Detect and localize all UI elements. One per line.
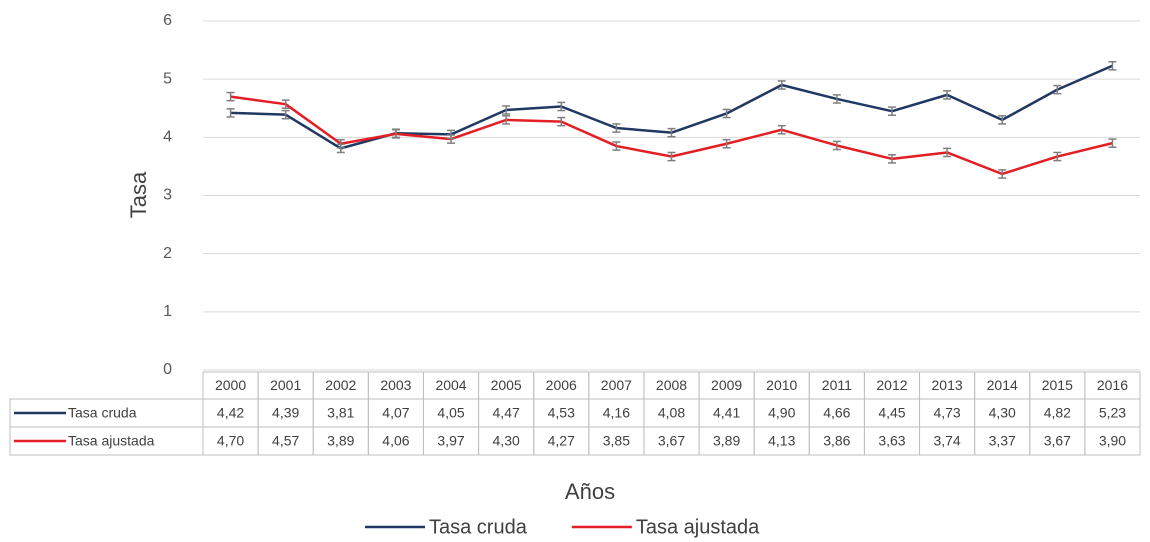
table-value: 4,39 [272, 405, 299, 421]
table-value: 4,16 [603, 405, 630, 421]
error-bar [1053, 151, 1062, 162]
table-value: 3,37 [989, 433, 1016, 449]
x-tick-label: 2008 [656, 377, 687, 393]
error-bar [998, 169, 1007, 179]
x-tick-label: 2003 [380, 377, 411, 393]
table-value: 3,89 [713, 433, 740, 449]
table-value: 4,53 [548, 405, 575, 421]
error-bar [943, 90, 952, 100]
table-value: 4,70 [217, 433, 244, 449]
error-bar [502, 115, 511, 125]
table-row-label: Tasa cruda [68, 405, 137, 421]
table-value: 3,74 [933, 433, 960, 449]
table-value: 4,47 [493, 405, 520, 421]
error-bar [226, 108, 235, 118]
error-bar [887, 154, 896, 164]
error-bar [226, 91, 235, 102]
table-value: 3,81 [327, 405, 354, 421]
y-tick-label: 5 [163, 70, 172, 87]
table-value: 5,23 [1099, 405, 1126, 421]
table-value: 4,07 [382, 405, 409, 421]
table-value: 4,66 [823, 405, 850, 421]
error-bar [336, 138, 345, 149]
error-bar [557, 101, 566, 112]
error-bar [612, 141, 621, 151]
error-bar [447, 134, 456, 144]
y-tick-label: 1 [163, 303, 172, 320]
legend-label: Tasa ajustada [636, 516, 760, 538]
table-value: 4,41 [713, 405, 740, 421]
table-value: 4,27 [548, 433, 575, 449]
table-value: 3,86 [823, 433, 850, 449]
table-value: 4,82 [1044, 405, 1071, 421]
legend-label: Tasa cruda [429, 516, 528, 538]
table-value: 4,08 [658, 405, 685, 421]
table-value: 4,06 [382, 433, 409, 449]
x-tick-label: 2007 [601, 377, 632, 393]
error-bar [612, 123, 621, 133]
x-tick-label: 2001 [270, 377, 301, 393]
x-tick-label: 2013 [932, 377, 963, 393]
x-tick-label: 2006 [546, 377, 577, 393]
table-value: 3,89 [327, 433, 354, 449]
x-axis-title: Años [565, 479, 615, 504]
table-value: 4,45 [878, 405, 905, 421]
table-value: 4,05 [437, 405, 464, 421]
error-bar [557, 116, 566, 127]
error-bar [722, 108, 731, 119]
y-tick-label: 6 [163, 12, 172, 29]
x-tick-label: 2002 [325, 377, 356, 393]
table-value: 4,42 [217, 405, 244, 421]
table-value: 4,57 [272, 433, 299, 449]
table-value: 4,30 [493, 433, 520, 449]
x-tick-label: 2016 [1097, 377, 1128, 393]
table-cell [1084, 426, 1141, 456]
x-tick-label: 2005 [491, 377, 522, 393]
error-bar [281, 109, 290, 120]
table-value: 3,90 [1099, 433, 1126, 449]
error-bar [777, 80, 786, 90]
error-bar [667, 151, 676, 162]
y-tick-label: 2 [163, 245, 172, 262]
error-bar [1053, 84, 1062, 95]
x-tick-label: 2012 [876, 377, 907, 393]
table-value: 3,67 [658, 433, 685, 449]
x-tick-label: 2014 [987, 377, 1018, 393]
table-value: 3,85 [603, 433, 630, 449]
x-tick-label: 2000 [215, 377, 246, 393]
error-bar [998, 115, 1007, 125]
error-bar [722, 138, 731, 149]
y-tick-label: 0 [163, 361, 172, 378]
x-tick-label: 2011 [822, 377, 852, 393]
y-tick-label: 3 [163, 187, 172, 204]
x-tick-label: 2004 [435, 377, 466, 393]
table-value: 4,73 [933, 405, 960, 421]
table-value: 3,97 [437, 433, 464, 449]
error-bar [502, 105, 511, 115]
error-bar [887, 106, 896, 116]
error-bar [943, 147, 952, 158]
error-bar [391, 129, 400, 139]
x-tick-label: 2015 [1042, 377, 1073, 393]
error-bar [1108, 138, 1117, 148]
table-value: 4,13 [768, 433, 795, 449]
error-bar [777, 124, 786, 135]
table-value: 3,63 [878, 433, 905, 449]
y-tick-label: 4 [163, 129, 172, 146]
table-value: 4,30 [989, 405, 1016, 421]
error-bar [667, 127, 676, 138]
table-row-label: Tasa ajustada [68, 433, 155, 449]
table-value: 3,67 [1044, 433, 1071, 449]
error-bar [1108, 60, 1117, 71]
error-bar [281, 99, 290, 109]
table-value: 4,90 [768, 405, 795, 421]
error-bar [832, 140, 841, 151]
x-tick-label: 2010 [766, 377, 797, 393]
error-bar [832, 94, 841, 104]
y-axis-title: Tasa [126, 171, 151, 218]
x-tick-label: 2009 [711, 377, 742, 393]
